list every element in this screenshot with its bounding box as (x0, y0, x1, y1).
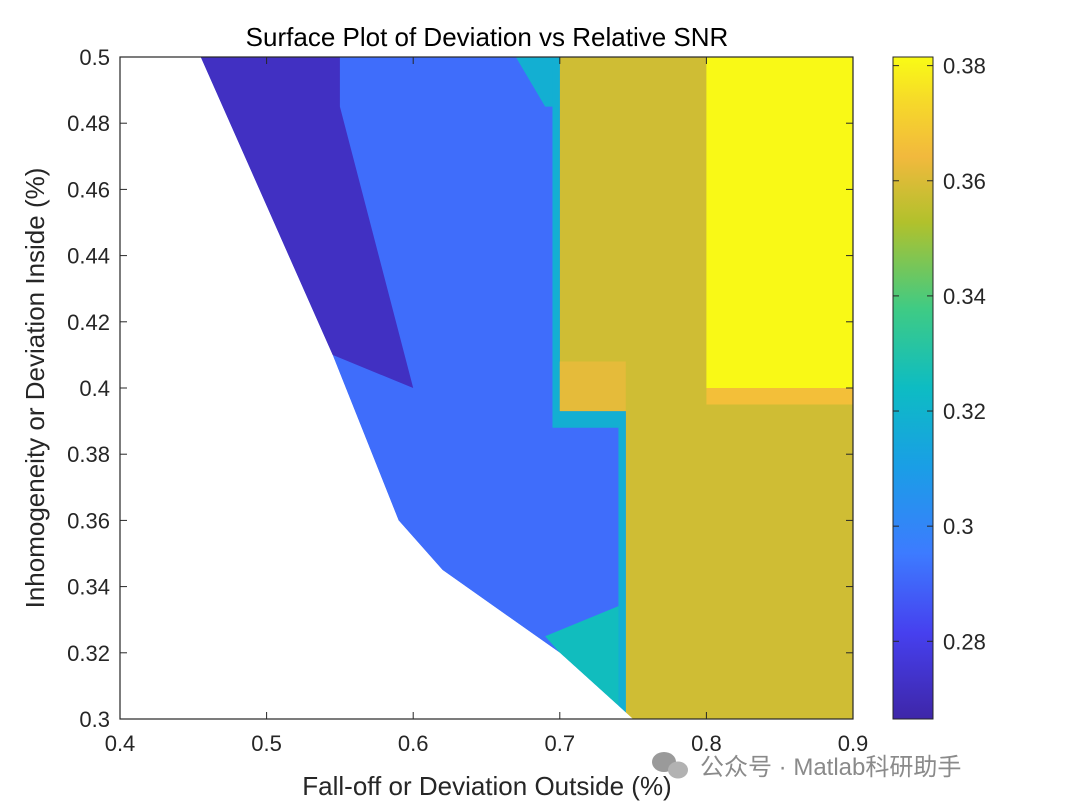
colorbar-tick-label: 0.3 (943, 514, 974, 539)
chart-title: Surface Plot of Deviation vs Relative SN… (246, 22, 729, 52)
x-axis-label: Fall-off or Deviation Outside (%) (302, 771, 671, 801)
y-tick-label: 0.4 (79, 376, 110, 401)
y-tick-label: 0.38 (67, 442, 110, 467)
colorbar-tick-label: 0.36 (943, 169, 986, 194)
y-tick-label: 0.36 (67, 508, 110, 533)
x-tick-label: 0.9 (838, 731, 869, 756)
region-cyan-edge (552, 57, 626, 719)
region-yellow-seam (706, 388, 853, 405)
colorbar (892, 56, 934, 720)
x-tick-label: 0.4 (105, 731, 136, 756)
colorbar-tick-label: 0.38 (943, 54, 986, 79)
watermark-text: 公众号 · Matlab科研助手 (700, 754, 961, 781)
region-yellow-block (706, 57, 853, 388)
region-cyan-strip (515, 57, 560, 107)
y-tick-label: 0.3 (79, 707, 110, 732)
y-tick-label: 0.5 (79, 45, 110, 70)
y-tick-label: 0.48 (67, 111, 110, 136)
y-tick-label: 0.32 (67, 641, 110, 666)
region-undefined-mask (120, 57, 634, 719)
y-tick-label: 0.44 (67, 244, 110, 269)
region-low-dark-blue (200, 57, 414, 388)
x-tick-label: 0.8 (691, 731, 722, 756)
wechat-icon (652, 752, 688, 779)
y-tick-label: 0.46 (67, 177, 110, 202)
colorbar-tick-label: 0.32 (943, 399, 986, 424)
x-axis: 0.4 0.5 0.6 0.7 0.8 0.9 (105, 57, 869, 756)
heatmap-surface (120, 57, 853, 719)
x-tick-label: 0.5 (251, 731, 282, 756)
y-axis: 0.3 0.32 0.34 0.36 0.38 0.4 0.42 0.44 0.46 0.48 0.… (67, 45, 853, 732)
region-orange-notch (559, 361, 626, 412)
y-tick-label: 0.34 (67, 575, 110, 600)
colorbar-ticks: 0.28 0.3 0.32 0.34 0.36 0.38 (893, 54, 986, 654)
watermark: 公众号 · Matlab科研助手 (652, 752, 961, 781)
y-tick-label: 0.42 (67, 310, 110, 335)
region-cyan-bottom (545, 603, 634, 719)
colorbar-tick-label: 0.28 (943, 629, 986, 654)
x-tick-label: 0.6 (398, 731, 429, 756)
y-axis-label: Inhomogeneity or Deviation Inside (%) (20, 168, 50, 609)
x-tick-label: 0.7 (545, 731, 576, 756)
colorbar-tick-label: 0.34 (943, 284, 986, 309)
